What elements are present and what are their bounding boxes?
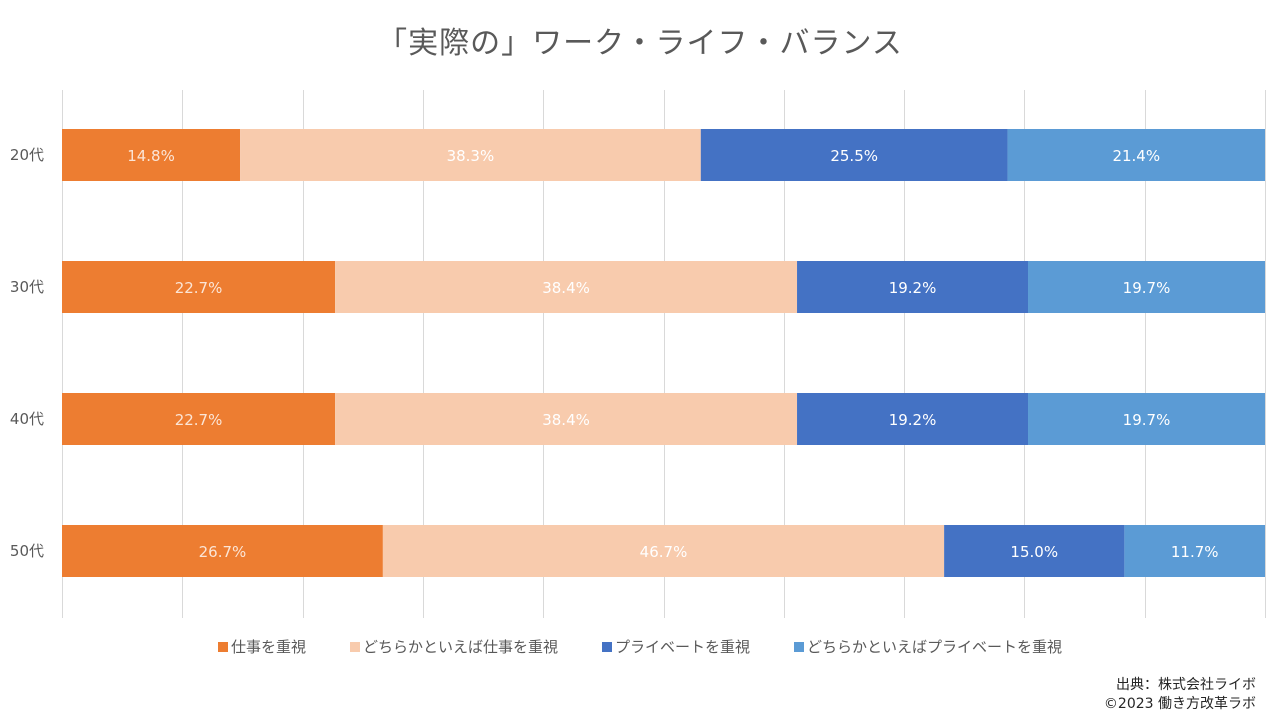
legend-item: プライベートを重視 — [602, 636, 750, 657]
legend-label: どちらかといえば仕事を重視 — [362, 638, 558, 656]
data-label: 38.4% — [542, 279, 590, 297]
legend-swatch — [794, 641, 805, 652]
bar-segment — [62, 129, 241, 181]
bar-segment — [1007, 129, 1265, 181]
data-label: 11.7% — [1171, 543, 1219, 561]
bar-segment — [700, 129, 1008, 181]
source-credit: 出典：株式会社ライボ ©2023 働き方改革ラボ — [1104, 676, 1256, 714]
data-label: 38.4% — [542, 411, 590, 429]
source-line: 出典：株式会社ライボ — [1116, 677, 1256, 693]
legend-label: どちらかといえばプライベートを重視 — [807, 638, 1063, 656]
bar-segment — [335, 393, 798, 445]
bar-segment — [797, 393, 1029, 445]
y-tick-label: 20代 — [10, 146, 44, 164]
chart-title: 「実際の」ワーク・ライフ・バランス — [377, 26, 903, 61]
bar-segment — [944, 525, 1125, 577]
bar-segment — [62, 261, 336, 313]
data-label: 19.7% — [1123, 411, 1171, 429]
copyright-line: ©2023 働き方改革ラボ — [1103, 696, 1256, 712]
data-label: 38.3% — [447, 147, 495, 165]
legend-swatch — [217, 641, 228, 652]
bar-segment — [797, 261, 1029, 313]
legend-item: どちらかといえばプライベートを重視 — [794, 636, 1062, 657]
data-label: 15.0% — [1010, 543, 1058, 561]
y-tick-label: 50代 — [10, 542, 44, 560]
data-label: 19.2% — [889, 411, 937, 429]
data-label: 19.7% — [1123, 279, 1171, 297]
data-label: 26.7% — [199, 543, 247, 561]
y-axis-labels: 20代 30代 40代 50代 — [10, 146, 44, 560]
legend: 仕事を重視 どちらかといえば仕事を重視 プライベートを重視 どちらかといえばプライベー… — [0, 636, 1280, 657]
legend-item: 仕事を重視 — [217, 636, 306, 657]
data-label: 46.7% — [640, 543, 688, 561]
bar-segment — [62, 393, 336, 445]
data-label: 22.7% — [175, 279, 223, 297]
data-label: 19.2% — [889, 279, 937, 297]
data-label: 22.7% — [175, 411, 223, 429]
bar-segment — [1028, 393, 1265, 445]
bar-segment — [1124, 525, 1265, 577]
legend-swatch — [602, 641, 612, 652]
data-label: 21.4% — [1112, 147, 1160, 165]
bars: 14.8% 38.3% 25.5% 21.4% 22.7% 38.4% 19.2% 19.7%… — [62, 129, 1265, 577]
bar-segment — [382, 525, 945, 577]
bar-segment — [62, 525, 383, 577]
legend-item: どちらかといえば仕事を重視 — [349, 636, 558, 657]
legend-swatch — [349, 641, 360, 652]
legend-label: 仕事を重視 — [230, 638, 306, 656]
data-label: 14.8% — [127, 147, 175, 165]
y-tick-label: 40代 — [10, 410, 44, 428]
bar-segment — [240, 129, 701, 181]
legend-label: プライベートを重視 — [615, 638, 751, 656]
bar-segment — [1028, 261, 1265, 313]
bar-segment — [335, 261, 798, 313]
y-tick-label: 30代 — [10, 278, 44, 296]
data-label: 25.5% — [830, 147, 878, 165]
